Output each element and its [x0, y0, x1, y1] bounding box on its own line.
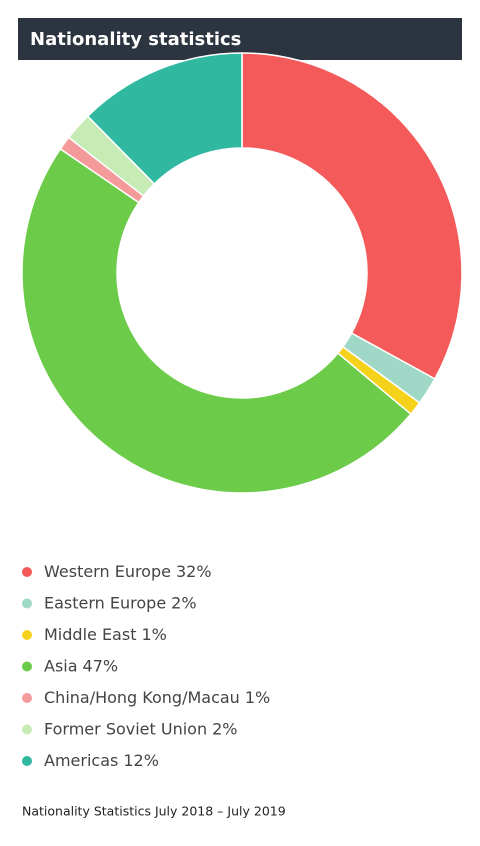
legend-value: 2%	[212, 719, 237, 738]
legend-value: 1%	[245, 688, 270, 707]
legend-name: Middle East	[44, 625, 136, 644]
legend-label: Middle East 1%	[44, 625, 167, 644]
legend-marker	[22, 661, 32, 672]
legend-name: Asia	[44, 656, 78, 675]
legend-name: Western Europe	[44, 562, 171, 581]
legend-marker	[22, 630, 32, 640]
legend-marker	[22, 598, 32, 609]
legend-name: Former Soviet Union	[44, 719, 207, 738]
donut-slice	[21, 147, 412, 494]
legend-label: Western Europe 32%	[44, 562, 212, 581]
legend-name: China/Hong Kong/Macau	[44, 688, 240, 707]
legend-marker	[22, 567, 32, 577]
chart-title: Nationality statistics	[30, 29, 241, 50]
legend-value: 2%	[171, 593, 196, 612]
legend-label: Asia 47%	[44, 656, 118, 675]
legend-label: China/Hong Kong/Macau 1%	[44, 688, 270, 707]
legend-label: Americas 12%	[44, 751, 159, 770]
legend-value: 1%	[141, 625, 166, 644]
legend-value: 32%	[176, 562, 212, 581]
legend-marker	[22, 724, 32, 735]
legend-marker	[22, 756, 32, 766]
legend-label: Eastern Europe 2%	[44, 593, 197, 612]
legend-label: Former Soviet Union 2%	[44, 719, 238, 738]
donut-slice	[86, 52, 243, 185]
donut-slice	[241, 52, 463, 380]
chart-note: Nationality Statistics July 2018 – July …	[22, 804, 286, 819]
legend-name: Americas	[44, 751, 118, 770]
legend-marker	[22, 693, 32, 703]
legend-value: 12%	[123, 751, 159, 770]
legend-name: Eastern Europe	[44, 593, 166, 612]
legend-value: 47%	[83, 656, 119, 675]
